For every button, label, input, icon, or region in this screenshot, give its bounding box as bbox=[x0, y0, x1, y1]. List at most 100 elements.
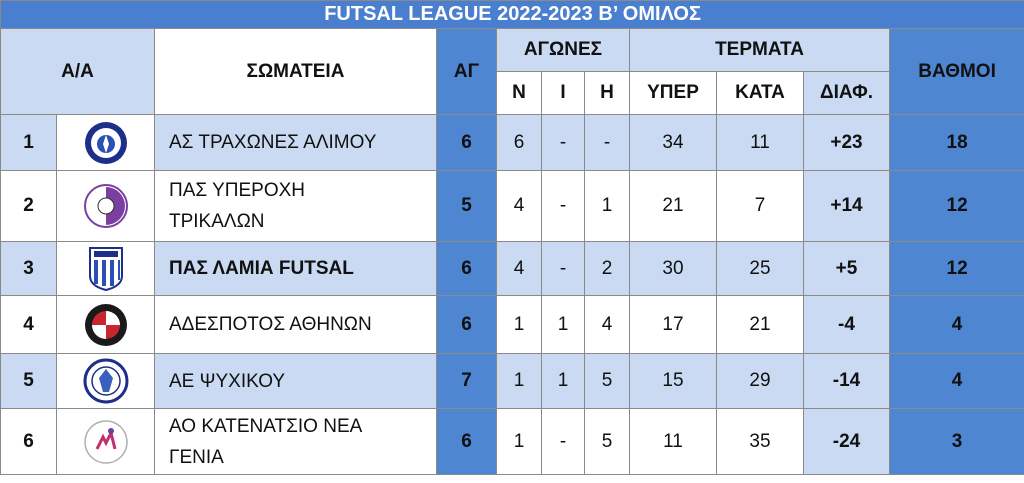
table-row: 2 ΠΑΣ ΥΠΕΡΟΧΗ ΤΡΙΚΑΛΩΝ 5 4 - 1 21 7 +14 … bbox=[0, 170, 1024, 242]
position: 6 bbox=[0, 408, 57, 475]
goal-diff: -4 bbox=[803, 295, 890, 354]
goal-diff: +14 bbox=[803, 170, 890, 242]
header-goals: ΤΕΡΜΑΤΑ bbox=[629, 28, 890, 72]
position: 4 bbox=[0, 295, 57, 354]
header-goals-against: ΚΑΤΑ bbox=[716, 71, 804, 115]
katenatsio-logo-icon bbox=[83, 419, 128, 464]
header-played: ΑΓ bbox=[436, 28, 497, 115]
table-row: 4 ΑΔΕΣΠΟΤΟΣ ΑΘΗΝΩΝ 6 1 1 4 17 21 -4 4 bbox=[0, 295, 1024, 354]
table-row: 3 ΠΑΣ ΛΑΜΙΑ FUTSAL 6 4 - 2 30 25 +5 12 bbox=[0, 241, 1024, 296]
goals-against: 35 bbox=[716, 408, 804, 475]
goal-diff: -14 bbox=[803, 353, 890, 409]
points: 4 bbox=[888, 295, 1024, 354]
points: 4 bbox=[888, 353, 1024, 409]
team-logo-cell bbox=[56, 114, 155, 171]
header-points: ΒΑΘΜΟΙ bbox=[888, 28, 1024, 115]
team-name: ΠΑΣ ΥΠΕΡΟΧΗ ΤΡΙΚΑΛΩΝ bbox=[154, 170, 437, 242]
goals-for: 11 bbox=[629, 408, 717, 475]
psychiko-logo-icon bbox=[83, 358, 128, 404]
losses: 1 bbox=[584, 170, 630, 242]
wins: 4 bbox=[496, 241, 542, 296]
table-title: FUTSAL LEAGUE 2022-2023 Β’ ΟΜΙΛΟΣ bbox=[0, 0, 1024, 29]
played: 7 bbox=[436, 353, 497, 409]
goals-against: 21 bbox=[716, 295, 804, 354]
draws: 1 bbox=[541, 295, 585, 354]
wins: 1 bbox=[496, 295, 542, 354]
wins: 1 bbox=[496, 408, 542, 475]
team-name-line2: ΓΕΝΙΑ bbox=[169, 446, 224, 468]
losses: 5 bbox=[584, 408, 630, 475]
losses: 4 bbox=[584, 295, 630, 354]
position: 5 bbox=[0, 353, 57, 409]
team-name-line1: ΑΣ ΤΡΑΧΩΝΕΣ ΑΛΙΜΟΥ bbox=[169, 132, 377, 153]
team-name-line2: ΤΡΙΚΑΛΩΝ bbox=[169, 211, 265, 232]
table-row: 1 ΑΣ ΤΡΑΧΩΝΕΣ ΑΛΙΜΟΥ 6 6 - - 34 11 +23 1… bbox=[0, 114, 1024, 171]
draws: - bbox=[541, 408, 585, 475]
played: 6 bbox=[436, 114, 497, 171]
wins: 1 bbox=[496, 353, 542, 409]
adespotos-logo-icon bbox=[84, 303, 127, 346]
header-goals-for: ΥΠΕΡ bbox=[629, 71, 717, 115]
header-losses: Η bbox=[584, 71, 630, 115]
losses: 5 bbox=[584, 353, 630, 409]
draws: 1 bbox=[541, 353, 585, 409]
team-name-line1: ΠΑΣ ΥΠΕΡΟΧΗ bbox=[169, 180, 305, 201]
goals-for: 30 bbox=[629, 241, 717, 296]
losses: - bbox=[584, 114, 630, 171]
goals-against: 7 bbox=[716, 170, 804, 242]
yperochi-logo-icon bbox=[83, 184, 128, 228]
goals-for: 21 bbox=[629, 170, 717, 242]
header-games: ΑΓΩΝΕΣ bbox=[496, 28, 630, 72]
position: 1 bbox=[0, 114, 57, 171]
team-name-line1: ΑΔΕΣΠΟΤΟΣ ΑΘΗΝΩΝ bbox=[169, 314, 372, 335]
played: 5 bbox=[436, 170, 497, 242]
draws: - bbox=[541, 114, 585, 171]
wins: 6 bbox=[496, 114, 542, 171]
header-team: ΣΩΜΑΤΕΙΑ bbox=[154, 28, 437, 115]
header-wins: Ν bbox=[496, 71, 542, 115]
table-row: 6 ΑΟ ΚΑΤΕΝΑΤΣΙΟ ΝΕΑ ΓΕΝΙΑ 6 1 - 5 11 35 … bbox=[0, 408, 1024, 475]
goals-for: 17 bbox=[629, 295, 717, 354]
header-draws: Ι bbox=[541, 71, 585, 115]
points: 12 bbox=[888, 241, 1024, 296]
team-name: ΑΔΕΣΠΟΤΟΣ ΑΘΗΝΩΝ bbox=[154, 295, 437, 354]
lamia-logo-icon bbox=[88, 246, 123, 291]
wins: 4 bbox=[496, 170, 542, 242]
team-name: ΑΟ ΚΑΤΕΝΑΤΣΙΟ ΝΕΑ ΓΕΝΙΑ bbox=[154, 408, 437, 475]
played: 6 bbox=[436, 295, 497, 354]
team-logo-cell bbox=[56, 353, 155, 409]
draws: - bbox=[541, 170, 585, 242]
goals-for: 34 bbox=[629, 114, 717, 171]
header-goal-diff: ΔΙΑΦ. bbox=[803, 71, 890, 115]
goal-diff: +5 bbox=[803, 241, 890, 296]
team-name-line1: ΑΕ ΨΥΧΙΚΟΥ bbox=[169, 370, 286, 392]
team-name: ΑΕ ΨΥΧΙΚΟΥ bbox=[154, 353, 437, 409]
header-pos: Α/Α bbox=[0, 28, 155, 115]
trachones-logo-icon bbox=[84, 121, 127, 164]
table-row: 5 ΑΕ ΨΥΧΙΚΟΥ 7 1 1 5 15 29 -14 4 bbox=[0, 353, 1024, 409]
team-name-line1: ΑΟ ΚΑΤΕΝΑΤΣΙΟ ΝΕΑ bbox=[169, 415, 363, 437]
points: 18 bbox=[888, 114, 1024, 171]
team-logo-cell bbox=[56, 408, 155, 475]
goals-for: 15 bbox=[629, 353, 717, 409]
team-name: ΑΣ ΤΡΑΧΩΝΕΣ ΑΛΙΜΟΥ bbox=[154, 114, 437, 171]
points: 3 bbox=[888, 408, 1024, 475]
position: 2 bbox=[0, 170, 57, 242]
goals-against: 25 bbox=[716, 241, 804, 296]
goal-diff: +23 bbox=[803, 114, 890, 171]
team-name-line1: ΠΑΣ ΛΑΜΙΑ FUTSAL bbox=[169, 258, 354, 279]
losses: 2 bbox=[584, 241, 630, 296]
team-logo-cell bbox=[56, 295, 155, 354]
team-name: ΠΑΣ ΛΑΜΙΑ FUTSAL bbox=[154, 241, 437, 296]
goals-against: 11 bbox=[716, 114, 804, 171]
draws: - bbox=[541, 241, 585, 296]
team-logo-cell bbox=[56, 170, 155, 242]
points: 12 bbox=[888, 170, 1024, 242]
played: 6 bbox=[436, 241, 497, 296]
position: 3 bbox=[0, 241, 57, 296]
team-logo-cell bbox=[56, 241, 155, 296]
played: 6 bbox=[436, 408, 497, 475]
goals-against: 29 bbox=[716, 353, 804, 409]
goal-diff: -24 bbox=[803, 408, 890, 475]
